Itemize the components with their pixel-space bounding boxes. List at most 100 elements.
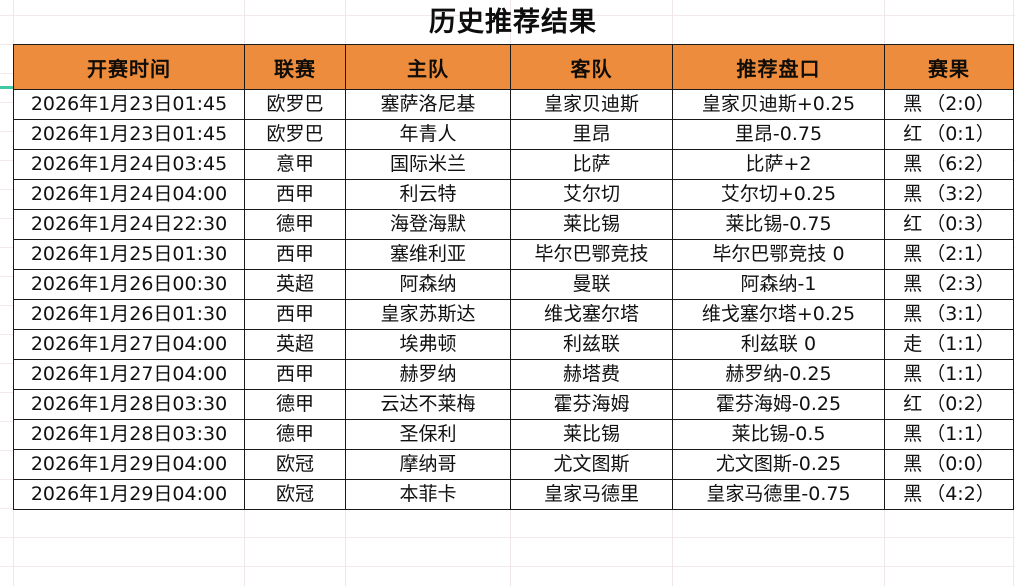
cell-away-team: 里昂 [510, 119, 673, 150]
column-header-time[interactable]: 开赛时间 [13, 44, 245, 90]
page-title: 历史推荐结果 [429, 6, 597, 38]
cell-away-team: 维戈塞尔塔 [510, 299, 673, 330]
result-score: （3:1） [926, 303, 995, 325]
cell-league: 英超 [244, 269, 346, 300]
cell-recommend-line: 维戈塞尔塔+0.25 [672, 299, 885, 330]
cell-recommend-line: 霍芬海姆-0.25 [672, 389, 885, 420]
cell-result: 黑（3:1） [884, 299, 1014, 330]
cell-league: 西甲 [244, 239, 346, 270]
result-status-badge: 黑 [903, 183, 923, 205]
cell-result: 走（1:1） [884, 329, 1014, 360]
cell-match-time: 2026年1月26日00:30 [13, 269, 245, 300]
history-results-table: 开赛时间 联赛 主队 客队 推荐盘口 赛果 2026年1月23日01:45 欧罗巴… [13, 44, 1014, 510]
cell-home-team: 赫罗纳 [345, 359, 511, 390]
table-row[interactable]: 2026年1月25日01:30 西甲 塞维利亚 毕尔巴鄂竞技 毕尔巴鄂竞技 0 黑（2:1… [13, 239, 1014, 270]
result-status-badge: 黑 [903, 423, 923, 445]
table-row[interactable]: 2026年1月26日00:30 英超 阿森纳 曼联 阿森纳-1 黑（2:3） [13, 269, 1014, 300]
result-status-badge: 黑 [903, 273, 923, 295]
grid-line-horizontal [0, 15, 1015, 16]
result-score: （2:1） [926, 243, 995, 265]
cell-league: 西甲 [244, 299, 346, 330]
result-status-badge: 红 [903, 213, 923, 235]
cell-recommend-line: 里昂-0.75 [672, 119, 885, 150]
cell-recommend-line: 毕尔巴鄂竞技 0 [672, 239, 885, 270]
table-row[interactable]: 2026年1月28日03:30 德甲 圣保利 莱比锡 莱比锡-0.5 黑（1:1） [13, 419, 1014, 450]
cell-match-time: 2026年1月24日04:00 [13, 179, 245, 210]
cell-result: 红（0:3） [884, 209, 1014, 240]
cell-league: 西甲 [244, 179, 346, 210]
column-header-home[interactable]: 主队 [345, 44, 511, 90]
cell-recommend-line: 赫罗纳-0.25 [672, 359, 885, 390]
cell-recommend-line: 艾尔切+0.25 [672, 179, 885, 210]
result-score: （1:1） [926, 363, 995, 385]
cell-result: 黑（0:0） [884, 449, 1014, 480]
table-row[interactable]: 2026年1月23日01:45 欧罗巴 年青人 里昂 里昂-0.75 红（0:1） [13, 119, 1014, 150]
table-row[interactable]: 2026年1月24日04:00 西甲 利云特 艾尔切 艾尔切+0.25 黑（3:2） [13, 179, 1014, 210]
cell-recommend-line: 利兹联 0 [672, 329, 885, 360]
cell-away-team: 赫塔费 [510, 359, 673, 390]
cell-result: 黑（4:2） [884, 479, 1014, 510]
cell-league: 欧冠 [244, 449, 346, 480]
table-row[interactable]: 2026年1月28日03:30 德甲 云达不莱梅 霍芬海姆 霍芬海姆-0.25 红（0:2… [13, 389, 1014, 420]
result-status-badge: 黑 [903, 453, 923, 475]
cell-match-time: 2026年1月29日04:00 [13, 449, 245, 480]
result-status-badge: 黑 [903, 363, 923, 385]
cell-home-team: 年青人 [345, 119, 511, 150]
cell-home-team: 摩纳哥 [345, 449, 511, 480]
table-row[interactable]: 2026年1月24日22:30 德甲 海登海默 莱比锡 莱比锡-0.75 红（0:3） [13, 209, 1014, 240]
result-score: （0:0） [926, 453, 995, 475]
cell-away-team: 霍芬海姆 [510, 389, 673, 420]
table-row[interactable]: 2026年1月23日01:45 欧罗巴 塞萨洛尼基 皇家贝迪斯 皇家贝迪斯+0.25 黑（… [13, 89, 1014, 120]
cell-result: 黑（3:2） [884, 179, 1014, 210]
cell-away-team: 莱比锡 [510, 419, 673, 450]
cell-result: 黑（1:1） [884, 359, 1014, 390]
cell-match-time: 2026年1月24日03:45 [13, 149, 245, 180]
cell-league: 德甲 [244, 389, 346, 420]
cell-recommend-line: 尤文图斯-0.25 [672, 449, 885, 480]
cell-result: 黑（2:0） [884, 89, 1014, 120]
cell-recommend-line: 莱比锡-0.75 [672, 209, 885, 240]
table-row[interactable]: 2026年1月27日04:00 西甲 赫罗纳 赫塔费 赫罗纳-0.25 黑（1:1） [13, 359, 1014, 390]
cell-home-team: 利云特 [345, 179, 511, 210]
table-row[interactable]: 2026年1月26日01:30 西甲 皇家苏斯达 维戈塞尔塔 维戈塞尔塔+0.25 黑（3… [13, 299, 1014, 330]
cell-away-team: 莱比锡 [510, 209, 673, 240]
cell-result: 黑（2:3） [884, 269, 1014, 300]
cell-home-team: 本菲卡 [345, 479, 511, 510]
table-row[interactable]: 2026年1月29日04:00 欧冠 摩纳哥 尤文图斯 尤文图斯-0.25 黑（0:0） [13, 449, 1014, 480]
result-status-badge: 红 [903, 393, 923, 415]
column-header-league[interactable]: 联赛 [244, 44, 346, 90]
cell-match-time: 2026年1月25日01:30 [13, 239, 245, 270]
cell-home-team: 皇家苏斯达 [345, 299, 511, 330]
result-score: （0:3） [926, 213, 995, 235]
cell-away-team: 毕尔巴鄂竞技 [510, 239, 673, 270]
cell-match-time: 2026年1月29日04:00 [13, 479, 245, 510]
result-status-badge: 黑 [903, 153, 923, 175]
cell-league: 意甲 [244, 149, 346, 180]
cell-away-team: 皇家马德里 [510, 479, 673, 510]
cell-league: 欧罗巴 [244, 89, 346, 120]
table-row[interactable]: 2026年1月24日03:45 意甲 国际米兰 比萨 比萨+2 黑（6:2） [13, 149, 1014, 180]
result-score: （2:0） [926, 93, 995, 115]
cell-home-team: 塞维利亚 [345, 239, 511, 270]
column-header-away[interactable]: 客队 [510, 44, 673, 90]
cell-result: 红（0:2） [884, 389, 1014, 420]
grid-line-horizontal [0, 537, 1015, 538]
result-score: （2:3） [926, 273, 995, 295]
table-header-row: 开赛时间 联赛 主队 客队 推荐盘口 赛果 [13, 44, 1014, 90]
table-row[interactable]: 2026年1月29日04:00 欧冠 本菲卡 皇家马德里 皇家马德里-0.75 黑（4:2… [13, 479, 1014, 510]
cell-recommend-line: 阿森纳-1 [672, 269, 885, 300]
result-score: （0:2） [926, 393, 995, 415]
cell-home-team: 云达不莱梅 [345, 389, 511, 420]
cell-match-time: 2026年1月24日22:30 [13, 209, 245, 240]
column-header-line[interactable]: 推荐盘口 [672, 44, 885, 90]
column-header-result[interactable]: 赛果 [884, 44, 1014, 90]
cell-home-team: 阿森纳 [345, 269, 511, 300]
cell-result: 黑（2:1） [884, 239, 1014, 270]
result-status-badge: 黑 [903, 303, 923, 325]
cell-match-time: 2026年1月27日04:00 [13, 329, 245, 360]
cell-recommend-line: 莱比锡-0.5 [672, 419, 885, 450]
cell-home-team: 塞萨洛尼基 [345, 89, 511, 120]
table-row[interactable]: 2026年1月27日04:00 英超 埃弗顿 利兹联 利兹联 0 走（1:1） [13, 329, 1014, 360]
cell-league: 德甲 [244, 419, 346, 450]
grid-line-horizontal [0, 566, 1015, 567]
